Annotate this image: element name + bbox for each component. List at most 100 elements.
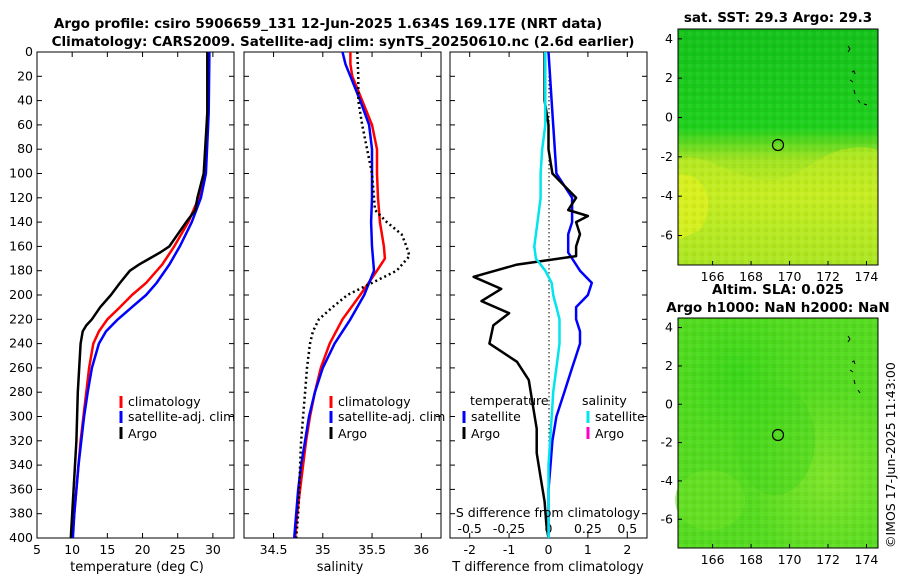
- title-line-2: Climatology: CARS2009. Satellite-adj cli…: [52, 34, 635, 50]
- x-tick-label: 5: [33, 542, 41, 557]
- y-tick-label: 160: [9, 238, 33, 253]
- series-line-climatology: [293, 52, 387, 539]
- map-x-tick-label: 170: [778, 552, 802, 567]
- x-tick-label: 35: [315, 542, 331, 557]
- difference-axes: -2 -1 0 1 2-0.5 -0.25 0 0.25 0.5 T difference fr…: [449, 51, 648, 575]
- legend-label-climatology: climatology: [128, 394, 201, 409]
- y-tick-label: 120: [9, 190, 33, 205]
- sst-map-ticks: 166 168 170 172 174 4 2 0 -2 -4 -6: [661, 31, 879, 284]
- sst-map-title: sat. SST: 29.3 Argo: 29.3: [684, 10, 872, 26]
- y-tick-label: 300: [9, 409, 33, 424]
- coastline: [847, 45, 868, 106]
- sla-map-title-2: Argo h1000: NaN h2000: NaN: [666, 300, 889, 316]
- legend-label-satellite: satellite-adj. clim: [128, 409, 235, 424]
- map-y-tick-label: 2: [665, 358, 673, 373]
- y-tick-label: 220: [9, 311, 33, 326]
- x-tick-label: 35.5: [358, 542, 386, 557]
- legend-label-s-argo: Argo: [595, 426, 624, 441]
- map-y-tick-label: 0: [665, 110, 673, 125]
- map-y-tick-label: -4: [661, 188, 674, 203]
- difference-legend: temperature satellite Argo salinity sate…: [462, 393, 645, 441]
- map-y-tick-label: -6: [661, 511, 674, 526]
- series-line-t-satellite: [547, 51, 594, 538]
- y-tick-label: 180: [9, 263, 33, 278]
- x-tick-label: 15: [99, 542, 115, 557]
- series-line-climatology: [70, 51, 210, 539]
- legend-title-salinity: salinity: [582, 393, 627, 408]
- argo-location-marker: [771, 138, 785, 152]
- x-tick-label: 0: [545, 542, 553, 557]
- difference-xlabel: T difference from climatology: [451, 560, 644, 575]
- y-tick-label: 80: [17, 141, 33, 156]
- x-tick-label: 25: [170, 542, 186, 557]
- series-line-t-argo: [472, 52, 590, 539]
- title-line-1: Argo profile: csiro 5906659_131 12-Jun-2…: [54, 16, 602, 32]
- temperature-axes: 0204060801001201401601802002202402602803…: [9, 44, 647, 575]
- salinity-axes: 34.5 35 35.5 36 salinity climatology satell…: [243, 51, 445, 575]
- salinity-x-ticks: 34.5 35 35.5 36: [260, 52, 429, 557]
- y-tick-label: 0: [25, 44, 33, 59]
- y-tick-label: 100: [9, 166, 33, 181]
- sla-map-ticks: 166 168 170 172 174 4 2 0 -2 -4 -6: [661, 320, 879, 567]
- x-tick-label: 1: [584, 542, 592, 557]
- map-x-tick-label: 174: [855, 269, 879, 284]
- map-y-tick-label: 4: [665, 320, 673, 335]
- map-x-tick-label: 172: [816, 552, 840, 567]
- legend-label-satellite: satellite-adj. clim: [338, 409, 445, 424]
- legend-label-argo: Argo: [128, 426, 157, 441]
- temperature-xlabel: temperature (deg C): [70, 560, 204, 575]
- salinity-xlabel: salinity: [317, 560, 364, 575]
- s-tick-label: -0.5: [458, 521, 482, 536]
- sla-map: Altim. SLA: 0.025 Argo h1000: NaN h2000:…: [661, 282, 890, 567]
- sla-map-title-1: Altim. SLA: 0.025: [712, 282, 844, 298]
- map-y-tick-label: 0: [665, 396, 673, 411]
- map-y-tick-label: -6: [661, 228, 674, 243]
- y-tick-label: 60: [17, 117, 33, 132]
- map-x-tick-label: 168: [739, 552, 763, 567]
- y-tick-label: 20: [17, 68, 33, 83]
- y-tick-label: 320: [9, 433, 33, 448]
- map-y-tick-label: -4: [661, 473, 674, 488]
- argo-location-marker: [771, 428, 785, 442]
- temperature-legend: climatology satellite-adj. clim Argo: [119, 394, 235, 441]
- s-tick-label: 0.5: [617, 521, 637, 536]
- coastline: [847, 335, 861, 394]
- s-tick-label: 0.25: [574, 521, 602, 536]
- x-tick-label: -2: [463, 542, 475, 557]
- map-x-tick-label: 170: [778, 269, 802, 284]
- legend-label-argo: Argo: [338, 426, 367, 441]
- x-tick-label: 2: [623, 542, 631, 557]
- s-tick-label: -0.25: [493, 521, 525, 536]
- series-line-satellite-adj-clim: [292, 51, 376, 539]
- x-tick-label: 36: [413, 542, 429, 557]
- map-x-tick-label: 172: [816, 269, 840, 284]
- x-tick-label: -1: [503, 542, 515, 557]
- temperature-x-ticks: 5 10 15 20 25 30: [33, 52, 221, 557]
- y-tick-label: 260: [9, 360, 33, 375]
- x-tick-label: 30: [205, 542, 221, 557]
- legend-label-climatology: climatology: [338, 394, 411, 409]
- map-x-tick-label: 168: [739, 269, 763, 284]
- y-tick-label: 340: [9, 457, 33, 472]
- series-line-argo: [294, 51, 411, 539]
- legend-label-t-satellite: satellite: [471, 409, 521, 424]
- y-tick-label: 140: [9, 214, 33, 229]
- map-y-tick-label: -2: [661, 149, 673, 164]
- map-x-tick-label: 174: [855, 552, 879, 567]
- legend-label-t-argo: Argo: [471, 426, 500, 441]
- temperature-y-ticks: 0 20 40 60 80 100 120 140 160 180 200 220 240 260 280 3…: [9, 44, 647, 545]
- watermark: ©IMOS 17-Jun-2025 11:43:00: [883, 362, 898, 548]
- y-tick-label: 40: [17, 93, 33, 108]
- y-tick-label: 280: [9, 384, 33, 399]
- x-tick-label: 34.5: [260, 542, 288, 557]
- temperature-lines: [69, 51, 211, 539]
- series-line-argo: [69, 52, 209, 539]
- series-line-s-satellite: [533, 52, 561, 538]
- series-line-satellite-adj-clim: [71, 51, 211, 539]
- map-y-tick-label: 2: [665, 70, 673, 85]
- map-y-tick-label: 4: [665, 31, 673, 46]
- difference-xlabel-top: S difference from climatology: [456, 505, 641, 520]
- sst-map: sat. SST: 29.3 Argo: 29.3 166 168 170 172 17…: [661, 10, 879, 284]
- map-x-tick-label: 166: [701, 269, 725, 284]
